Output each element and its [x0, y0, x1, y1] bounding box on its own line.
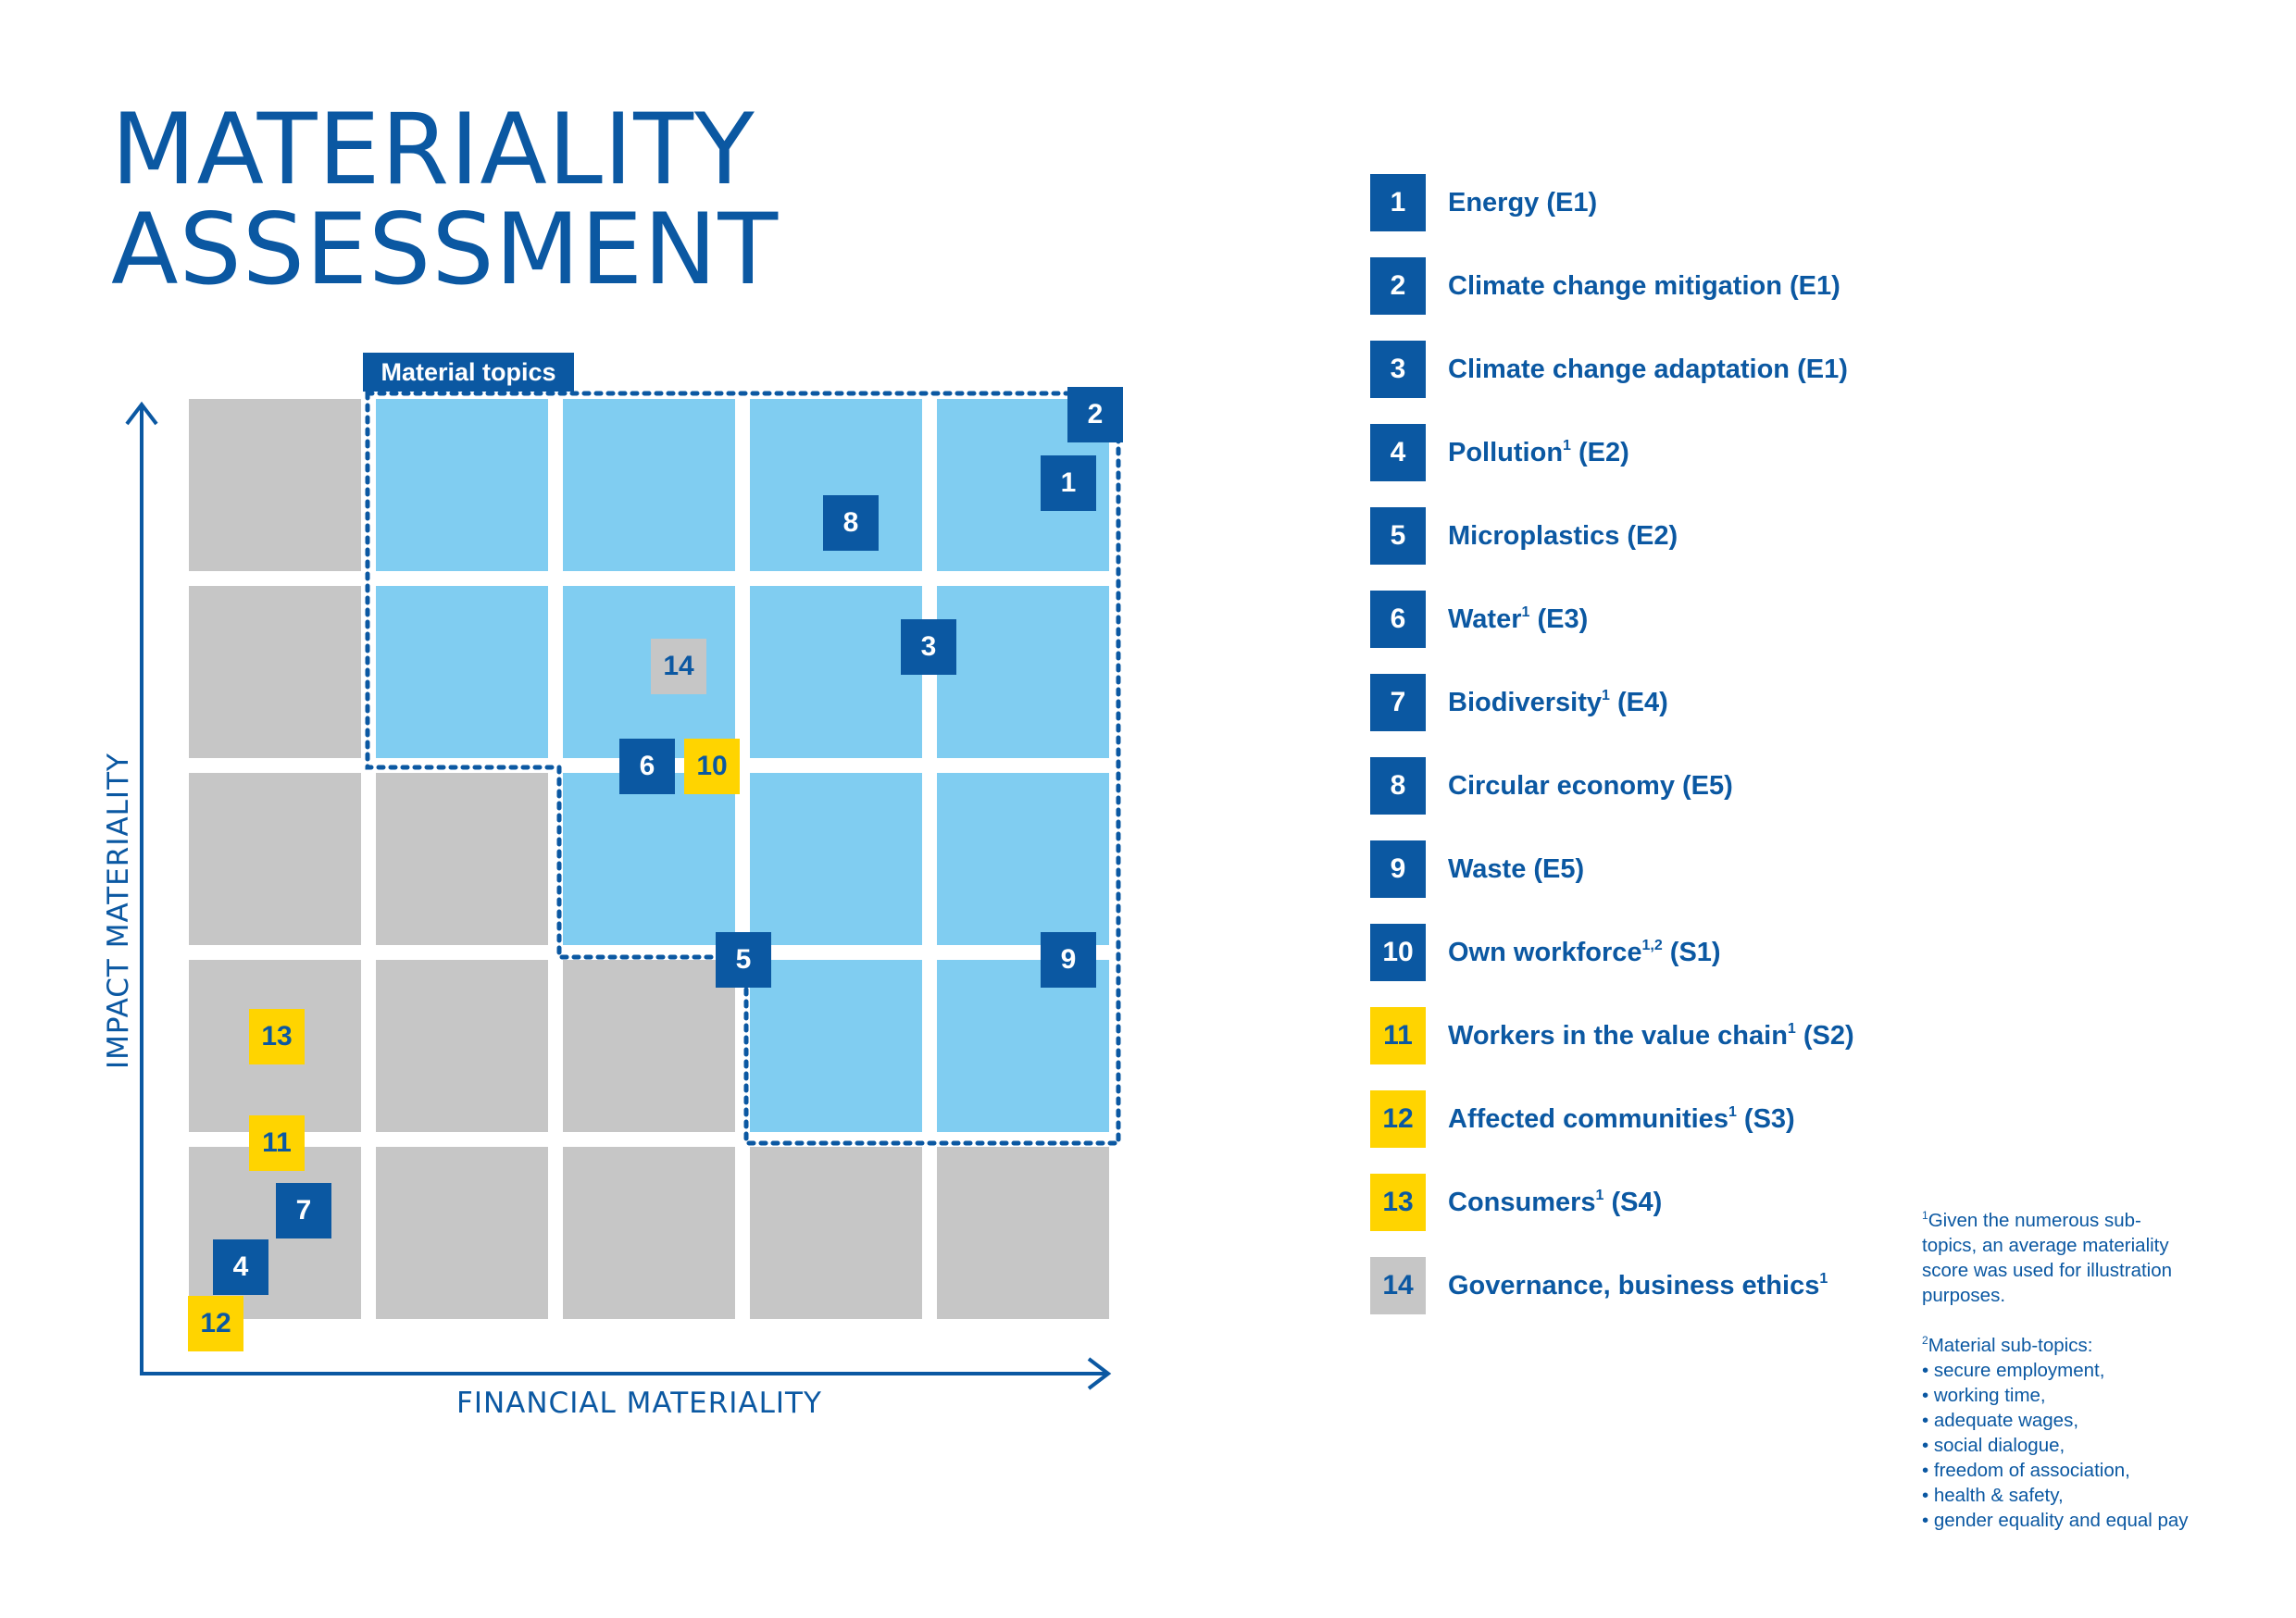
footnote-2-item: • adequate wages, [1922, 1410, 2079, 1431]
grid-cell-r3-c2 [376, 773, 548, 945]
legend-number-7: 7 [1370, 674, 1426, 731]
legend-label-14: Governance, business ethics1 [1448, 1271, 1828, 1301]
material-topics-label: Material topics [363, 353, 574, 392]
grid-cell-r3-c3 [563, 773, 735, 945]
legend-label-13: Consumers1 (S4) [1448, 1188, 1663, 1217]
legend-number-3: 3 [1370, 341, 1426, 398]
legend-label-12: Affected communities1 (S3) [1448, 1104, 1795, 1134]
grid-cell-r5-c5 [937, 1147, 1109, 1319]
topic-marker-11: 11 [249, 1115, 305, 1171]
topic-marker-7: 7 [276, 1183, 331, 1238]
grid-cell-r1-c3 [563, 399, 735, 571]
title-line-1: MATERIALITY [111, 93, 755, 206]
topic-marker-8: 8 [823, 495, 879, 551]
legend-number-12: 12 [1370, 1090, 1426, 1148]
footnote-1-line-3: score was used for illustration [1922, 1260, 2173, 1281]
legend-label-7: Biodiversity1 (E4) [1448, 688, 1668, 717]
legend-label-9: Waste (E5) [1448, 854, 1585, 884]
y-axis-label: IMPACT MATERIALITY [102, 753, 135, 1069]
x-axis-label: FINANCIAL MATERIALITY [456, 1387, 822, 1420]
grid-cell-r2-c5 [937, 586, 1109, 758]
grid-cell-r3-c5 [937, 773, 1109, 945]
legend-number-10: 10 [1370, 924, 1426, 981]
footnote-2-item: • secure employment, [1922, 1360, 2105, 1381]
legend-label-6: Water1 (E3) [1448, 604, 1589, 634]
grid-cell-r4-c3 [563, 960, 735, 1132]
topic-marker-10: 10 [684, 739, 740, 794]
footnote-2-item: • social dialogue, [1922, 1435, 2065, 1456]
x-axis-arrow [140, 1357, 1112, 1390]
grid-cell-r2-c1 [189, 586, 361, 758]
legend-number-11: 11 [1370, 1007, 1426, 1064]
topic-marker-3: 3 [901, 619, 956, 675]
title-line-2: ASSESSMENT [111, 193, 780, 306]
legend-number-6: 6 [1370, 591, 1426, 648]
topic-marker-1: 1 [1041, 455, 1096, 511]
legend-label-3: Climate change adaptation (E1) [1448, 355, 1848, 384]
topic-marker-5: 5 [716, 932, 771, 988]
legend-number-2: 2 [1370, 257, 1426, 315]
topic-marker-14: 14 [651, 639, 706, 694]
topic-marker-6: 6 [619, 739, 675, 794]
grid-cell-r4-c4 [750, 960, 922, 1132]
legend-label-2: Climate change mitigation (E1) [1448, 271, 1841, 301]
page-title: MATERIALITY ASSESSMENT [111, 100, 779, 300]
legend-number-9: 9 [1370, 840, 1426, 898]
footnote-1-line-4: purposes. [1922, 1285, 2006, 1306]
grid-cell-r5-c3 [563, 1147, 735, 1319]
matrix-grid [125, 391, 1121, 1390]
legend-label-1: Energy (E1) [1448, 188, 1598, 218]
legend-number-13: 13 [1370, 1174, 1426, 1231]
legend-label-4: Pollution1 (E2) [1448, 438, 1629, 467]
legend-label-11: Workers in the value chain1 (S2) [1448, 1021, 1854, 1051]
legend-label-8: Circular economy (E5) [1448, 771, 1733, 801]
grid-cell-r2-c3 [563, 586, 735, 758]
footnote-2-item: • health & safety, [1922, 1485, 2064, 1506]
grid-cell-r4-c5 [937, 960, 1109, 1132]
legend-number-8: 8 [1370, 757, 1426, 815]
topic-marker-13: 13 [249, 1009, 305, 1064]
grid-cell-r3-c4 [750, 773, 922, 945]
grid-cell-r5-c4 [750, 1147, 922, 1319]
footnote-2-title: 2Material sub-topics: [1922, 1334, 2093, 1356]
grid-cell-r2-c2 [376, 586, 548, 758]
grid-cells [189, 399, 1109, 1319]
footnote-2-item: • gender equality and equal pay [1922, 1510, 2189, 1531]
footnote-1-line-1: 1Given the numerous sub- [1922, 1209, 2141, 1231]
footnote-2-item: • working time, [1922, 1385, 2046, 1406]
topic-marker-9: 9 [1041, 932, 1096, 988]
grid-cell-r3-c1 [189, 773, 361, 945]
grid-cell-r2-c4 [750, 586, 922, 758]
footnote-2-item: • freedom of association, [1922, 1460, 2130, 1481]
materiality-matrix: Material topics FINANCIAL MATERIALITY IM… [0, 0, 1204, 1481]
legend-number-4: 4 [1370, 424, 1426, 481]
legend-number-14: 14 [1370, 1257, 1426, 1314]
legend-label-10: Own workforce1,2 (S1) [1448, 938, 1721, 967]
legend-number-5: 5 [1370, 507, 1426, 565]
topic-marker-2: 2 [1067, 387, 1123, 442]
grid-cell-r1-c2 [376, 399, 548, 571]
grid-cell-r1-c1 [189, 399, 361, 571]
grid-cell-r4-c2 [376, 960, 548, 1132]
topic-marker-4: 4 [213, 1239, 268, 1295]
topic-marker-12: 12 [188, 1296, 243, 1351]
legend-label-5: Microplastics (E2) [1448, 521, 1678, 551]
legend-number-1: 1 [1370, 174, 1426, 231]
y-axis-arrow [125, 401, 158, 1374]
grid-cell-r5-c2 [376, 1147, 548, 1319]
footnotes: 1Given the numerous sub- topics, an aver… [1922, 1208, 2292, 1533]
footnote-1-line-2: topics, an average materiality [1922, 1235, 2169, 1256]
